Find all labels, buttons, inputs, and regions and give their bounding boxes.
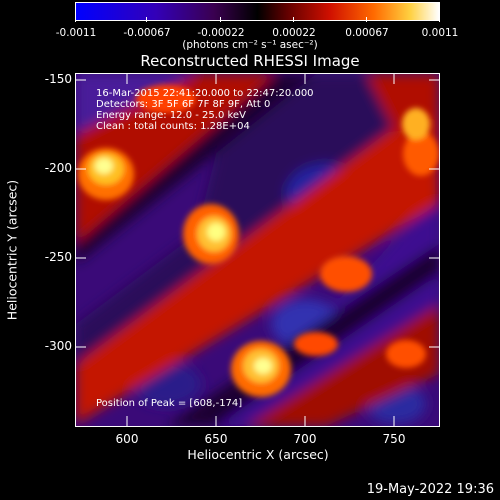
ytick-label: -250 xyxy=(44,250,72,264)
xtick-label: 600 xyxy=(115,432,139,446)
colorbar-tick-label: 0.00022 xyxy=(272,27,316,39)
colorbar-tick-label: -0.00067 xyxy=(123,27,171,39)
x-axis-label: Heliocentric X (arcsec) xyxy=(187,447,329,462)
colorbar-tick-label: -0.00022 xyxy=(197,27,245,39)
ytick-label: -200 xyxy=(44,161,72,175)
colorbar-tick xyxy=(220,17,221,22)
info-line-energy: Energy range: 12.0 - 25.0 keV xyxy=(96,110,246,121)
y-axis-label: Heliocentric Y (arcsec) xyxy=(4,179,20,321)
colorbar xyxy=(75,2,440,21)
colorbar-tick xyxy=(439,17,440,22)
colorbar-tick-label: -0.0011 xyxy=(55,27,97,39)
image-plot: 16-Mar-2015 22:41:20.000 to 22:47:20.000… xyxy=(75,73,440,427)
xtick-label: 700 xyxy=(293,432,317,446)
plot-title: Reconstructed RHESSI Image xyxy=(140,52,360,70)
colorbar-ticks xyxy=(75,0,440,30)
colorbar-tick-label: 0.00067 xyxy=(345,27,389,39)
xtick-label: 650 xyxy=(204,432,228,446)
colorbar-gradient xyxy=(76,3,439,20)
info-line-counts: Clean : total counts: 1.28E+04 xyxy=(96,121,250,132)
colorbar-units-label: (photons cm⁻² s⁻¹ asec⁻²) xyxy=(182,39,318,51)
peak-position-label: Position of Peak = [608,-174] xyxy=(96,398,243,409)
info-line-time: 16-Mar-2015 22:41:20.000 to 22:47:20.000 xyxy=(96,88,314,99)
colorbar-tick xyxy=(75,17,76,22)
colorbar-tick xyxy=(146,17,147,22)
colorbar-tick xyxy=(366,17,367,22)
ytick-label: -150 xyxy=(44,72,72,86)
colorbar-tick-label: 0.0011 xyxy=(421,27,459,39)
xtick-label: 750 xyxy=(382,432,406,446)
info-line-detectors: Detectors: 3F 5F 6F 7F 8F 9F, Att 0 xyxy=(96,99,271,110)
ytick-label: -300 xyxy=(44,339,72,353)
generation-timestamp: 19-May-2022 19:36 xyxy=(366,482,494,497)
rhessi-image xyxy=(76,74,439,426)
colorbar-tick xyxy=(293,17,294,22)
